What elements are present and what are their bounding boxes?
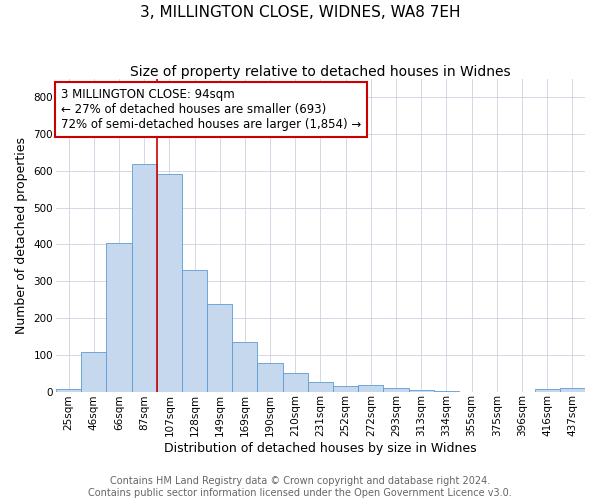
- Bar: [434, 391, 459, 392]
- Bar: [56, 388, 81, 392]
- X-axis label: Distribution of detached houses by size in Widnes: Distribution of detached houses by size …: [164, 442, 477, 455]
- Text: 3, MILLINGTON CLOSE, WIDNES, WA8 7EH: 3, MILLINGTON CLOSE, WIDNES, WA8 7EH: [140, 5, 460, 20]
- Bar: [157, 174, 182, 392]
- Bar: [560, 388, 585, 392]
- Bar: [358, 385, 383, 392]
- Bar: [409, 390, 434, 392]
- Bar: [535, 388, 560, 392]
- Bar: [81, 352, 106, 392]
- Bar: [308, 382, 333, 392]
- Y-axis label: Number of detached properties: Number of detached properties: [15, 137, 28, 334]
- Bar: [257, 363, 283, 392]
- Bar: [131, 164, 157, 392]
- Bar: [383, 388, 409, 392]
- Text: Contains HM Land Registry data © Crown copyright and database right 2024.
Contai: Contains HM Land Registry data © Crown c…: [88, 476, 512, 498]
- Bar: [283, 373, 308, 392]
- Bar: [182, 270, 207, 392]
- Title: Size of property relative to detached houses in Widnes: Size of property relative to detached ho…: [130, 65, 511, 79]
- Bar: [232, 342, 257, 392]
- Bar: [106, 244, 131, 392]
- Bar: [333, 386, 358, 392]
- Bar: [207, 304, 232, 392]
- Text: 3 MILLINGTON CLOSE: 94sqm
← 27% of detached houses are smaller (693)
72% of semi: 3 MILLINGTON CLOSE: 94sqm ← 27% of detac…: [61, 88, 361, 132]
